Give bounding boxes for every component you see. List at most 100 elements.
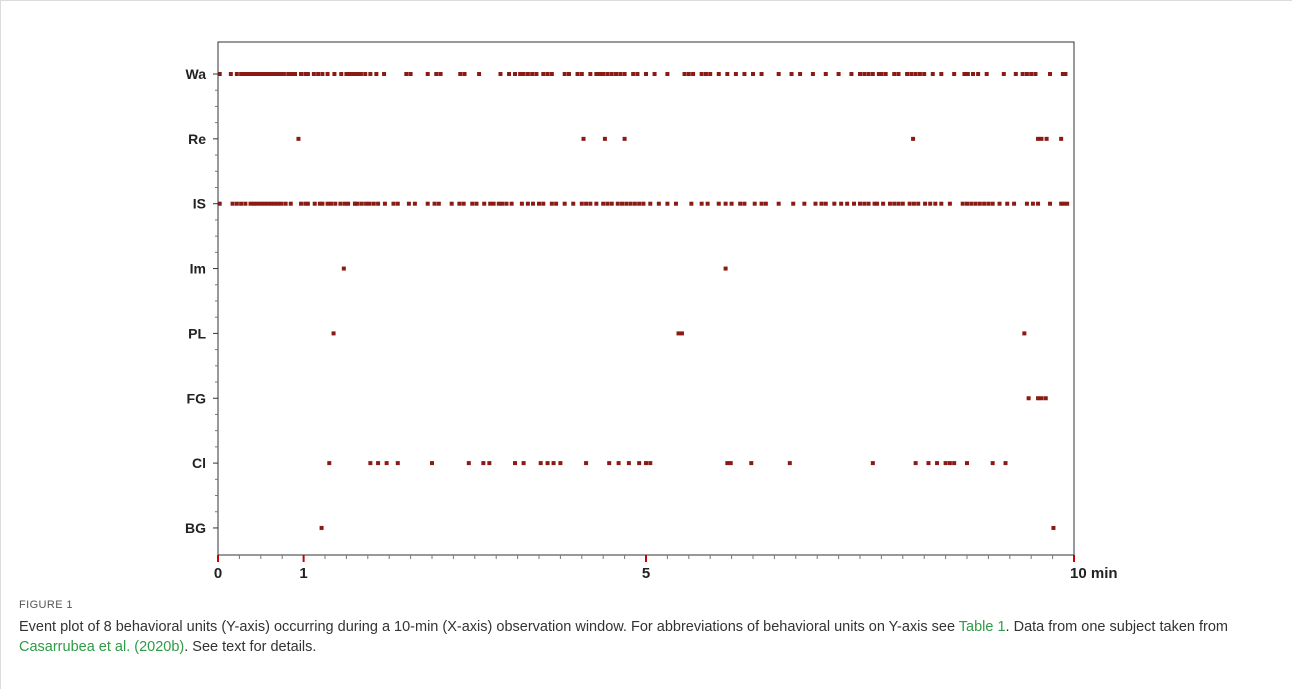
event-marker-re (622, 136, 627, 141)
event-marker-wa (699, 72, 704, 76)
event-marker-wa (594, 72, 599, 76)
plot-frame (217, 41, 1075, 556)
event-marker-re (1036, 136, 1041, 141)
event-marker-wa (976, 72, 981, 76)
event-marker-im (723, 266, 728, 271)
event-marker-is (866, 201, 871, 206)
event-marker-fg (1026, 396, 1031, 401)
event-marker-is (234, 201, 239, 206)
event-marker-wa (245, 72, 250, 76)
event-marker-fg (1036, 396, 1041, 401)
event-marker-wa (305, 72, 310, 76)
event-marker-wa (614, 72, 619, 76)
event-marker-re (911, 136, 916, 141)
event-marker-wa (751, 72, 755, 76)
event-marker-cl (728, 461, 733, 466)
event-marker-wa (339, 72, 344, 76)
event-marker-wa (716, 72, 721, 76)
event-marker-cl (607, 461, 612, 466)
event-marker-is (875, 201, 880, 206)
event-marker-wa (575, 72, 580, 76)
caption-link[interactable]: Table 1 (958, 619, 1006, 635)
event-marker-is (248, 201, 253, 206)
event-marker-is (916, 201, 921, 206)
event-marker-cl (648, 461, 653, 466)
event-marker-wa (562, 72, 567, 76)
event-marker-wa (952, 72, 957, 76)
event-marker-is (928, 201, 933, 206)
y-axis: Wa Re IS Im PL FG Cl BG (185, 66, 218, 536)
figure-caption: Event plot of 8 behavioral units (Y-axis… (19, 617, 1259, 657)
event-marker-is (305, 201, 310, 206)
event-marker-wa (665, 72, 670, 76)
event-marker-wa (462, 72, 467, 76)
event-marker-wa (1060, 72, 1065, 76)
event-marker-re (1039, 136, 1044, 141)
event-marker-is (738, 201, 743, 206)
event-marker-wa (251, 72, 256, 76)
event-marker-cl (481, 461, 486, 466)
event-marker-is (665, 201, 670, 206)
event-marker-is (862, 201, 867, 206)
event-marker-wa (404, 72, 409, 76)
event-marker-bg (1051, 525, 1056, 530)
event-marker-wa (892, 72, 897, 76)
event-marker-wa (635, 72, 640, 76)
event-marker-wa (631, 72, 636, 76)
event-marker-is (531, 201, 536, 206)
event-marker-cl (521, 461, 526, 466)
event-marker-is (243, 201, 248, 206)
event-marker-is (504, 201, 509, 206)
event-marker-wa (798, 72, 803, 76)
event-marker-is (872, 201, 877, 206)
event-marker-wa (1029, 72, 1034, 76)
event-marker-wa (275, 72, 280, 76)
event-marker-cl (584, 461, 589, 466)
event-marker-is (656, 201, 661, 206)
event-marker-wa (352, 72, 357, 76)
event-marker-wa (434, 72, 439, 76)
event-plot: Wa Re IS Im PL FG Cl BG 0 1 5 10 min (185, 41, 1118, 582)
event-marker-is (1065, 201, 1070, 206)
event-marker-is (632, 201, 637, 206)
event-marker-wa (849, 72, 854, 76)
caption-text: Event plot of 8 behavioral units (Y-axis… (19, 619, 959, 635)
event-marker-is (371, 201, 376, 206)
event-marker-wa (241, 72, 246, 76)
event-marker-re (1044, 136, 1049, 141)
event-marker-wa (917, 72, 922, 76)
event-marker-wa (789, 72, 794, 76)
event-marker-is (705, 201, 710, 206)
event-marker-wa (905, 72, 910, 76)
event-marker-wa (810, 72, 815, 76)
event-marker-is (328, 201, 333, 206)
event-marker-wa (363, 72, 368, 76)
event-marker-is (275, 201, 280, 206)
event-marker-cl (395, 461, 400, 466)
event-marker-wa (866, 72, 871, 76)
event-marker-is (579, 201, 584, 206)
event-marker-wa (1063, 72, 1068, 76)
event-marker-is (317, 201, 322, 206)
event-marker-wa (344, 72, 349, 76)
event-marker-is (230, 201, 235, 206)
event-marker-cl (913, 461, 918, 466)
event-marker-wa (588, 72, 593, 76)
event-marker-is (1005, 201, 1010, 206)
event-marker-is (432, 201, 437, 206)
event-marker-wa (513, 72, 518, 76)
event-marker-is (382, 201, 387, 206)
event-marker-wa (909, 72, 914, 76)
event-marker-wa (725, 72, 730, 76)
event-marker-is (699, 201, 704, 206)
event-marker-is (303, 201, 308, 206)
event-marker-is (509, 201, 514, 206)
event-marker-is (255, 201, 260, 206)
caption-link[interactable]: Casarrubea et al. (2020b) (19, 639, 185, 655)
event-marker-wa (742, 72, 747, 76)
event-marker-wa (293, 72, 298, 76)
event-marker-is (641, 201, 646, 206)
event-marker-cl (513, 461, 518, 466)
event-marker-is (839, 201, 844, 206)
event-marker-im (341, 266, 346, 271)
